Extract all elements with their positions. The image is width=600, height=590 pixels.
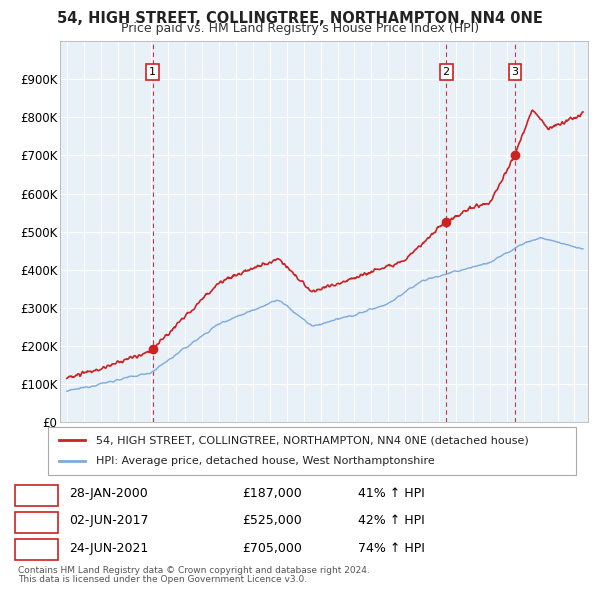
Text: £705,000: £705,000	[242, 542, 302, 555]
Text: 2: 2	[32, 514, 40, 527]
Text: £187,000: £187,000	[242, 487, 302, 500]
Text: HPI: Average price, detached house, West Northamptonshire: HPI: Average price, detached house, West…	[95, 457, 434, 467]
Text: 3: 3	[32, 542, 40, 555]
Text: Contains HM Land Registry data © Crown copyright and database right 2024.: Contains HM Land Registry data © Crown c…	[18, 566, 370, 575]
FancyBboxPatch shape	[15, 512, 58, 533]
Text: £525,000: £525,000	[242, 514, 302, 527]
Text: 54, HIGH STREET, COLLINGTREE, NORTHAMPTON, NN4 0NE (detached house): 54, HIGH STREET, COLLINGTREE, NORTHAMPTO…	[95, 435, 528, 445]
Text: 24-JUN-2021: 24-JUN-2021	[70, 542, 149, 555]
Text: 3: 3	[511, 67, 518, 77]
Text: 1: 1	[32, 487, 40, 500]
Text: 42% ↑ HPI: 42% ↑ HPI	[358, 514, 424, 527]
FancyBboxPatch shape	[15, 539, 58, 560]
Text: 1: 1	[149, 67, 156, 77]
FancyBboxPatch shape	[15, 485, 58, 506]
Text: Price paid vs. HM Land Registry's House Price Index (HPI): Price paid vs. HM Land Registry's House …	[121, 22, 479, 35]
Text: 28-JAN-2000: 28-JAN-2000	[70, 487, 148, 500]
Text: 74% ↑ HPI: 74% ↑ HPI	[358, 542, 424, 555]
Text: This data is licensed under the Open Government Licence v3.0.: This data is licensed under the Open Gov…	[18, 575, 307, 584]
Text: 2: 2	[443, 67, 450, 77]
Text: 41% ↑ HPI: 41% ↑ HPI	[358, 487, 424, 500]
Text: 02-JUN-2017: 02-JUN-2017	[70, 514, 149, 527]
Text: 54, HIGH STREET, COLLINGTREE, NORTHAMPTON, NN4 0NE: 54, HIGH STREET, COLLINGTREE, NORTHAMPTO…	[57, 11, 543, 25]
